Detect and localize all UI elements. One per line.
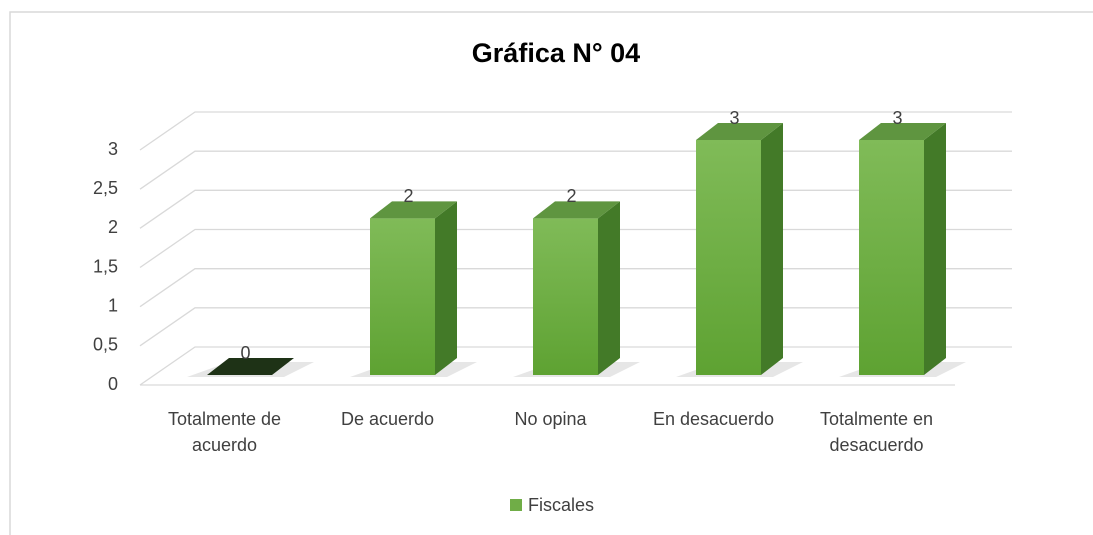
bar <box>676 123 803 377</box>
chart-title: Gráfica N° 04 <box>472 38 640 68</box>
x-tick-label: No opina <box>514 409 587 429</box>
x-tick-label: De acuerdo <box>341 409 434 429</box>
bar-side <box>435 201 457 375</box>
y-tick-label: 3 <box>108 139 118 159</box>
bar-front <box>370 218 435 375</box>
bar <box>513 201 640 377</box>
x-tick-label: En desacuerdo <box>653 409 774 429</box>
bar <box>839 123 966 377</box>
y-tick-label: 0,5 <box>93 335 118 355</box>
bar-front <box>696 140 761 375</box>
x-tick-label: Totalmente en desacuerdo <box>820 409 933 455</box>
y-tick-label: 2 <box>108 217 118 237</box>
bar-top <box>207 358 294 375</box>
bar-top <box>859 123 946 140</box>
grid-line <box>139 111 1012 151</box>
y-tick-label: 1 <box>108 295 118 315</box>
x-tick-label: Totalmente de acuerdo <box>168 409 281 455</box>
bar <box>187 358 314 377</box>
legend-label: Fiscales <box>528 495 594 515</box>
y-tick-label: 2,5 <box>93 178 118 198</box>
data-label: 2 <box>403 186 413 206</box>
legend-swatch <box>510 499 522 511</box>
chart-border <box>9 11 1093 535</box>
data-label: 0 <box>240 343 250 363</box>
bar-top <box>533 201 620 219</box>
y-tick-label: 1,5 <box>93 256 118 276</box>
bar-side <box>598 201 620 375</box>
bar-side <box>924 123 946 375</box>
bar-front <box>859 140 924 375</box>
bar-top <box>696 123 783 140</box>
bar-side <box>761 123 783 375</box>
data-label: 3 <box>729 108 739 128</box>
bar-front <box>533 218 598 375</box>
bar <box>350 201 477 377</box>
data-label: 3 <box>892 108 902 128</box>
data-label: 2 <box>566 186 576 206</box>
y-tick-label: 0 <box>108 374 118 394</box>
bar-top <box>370 201 457 219</box>
